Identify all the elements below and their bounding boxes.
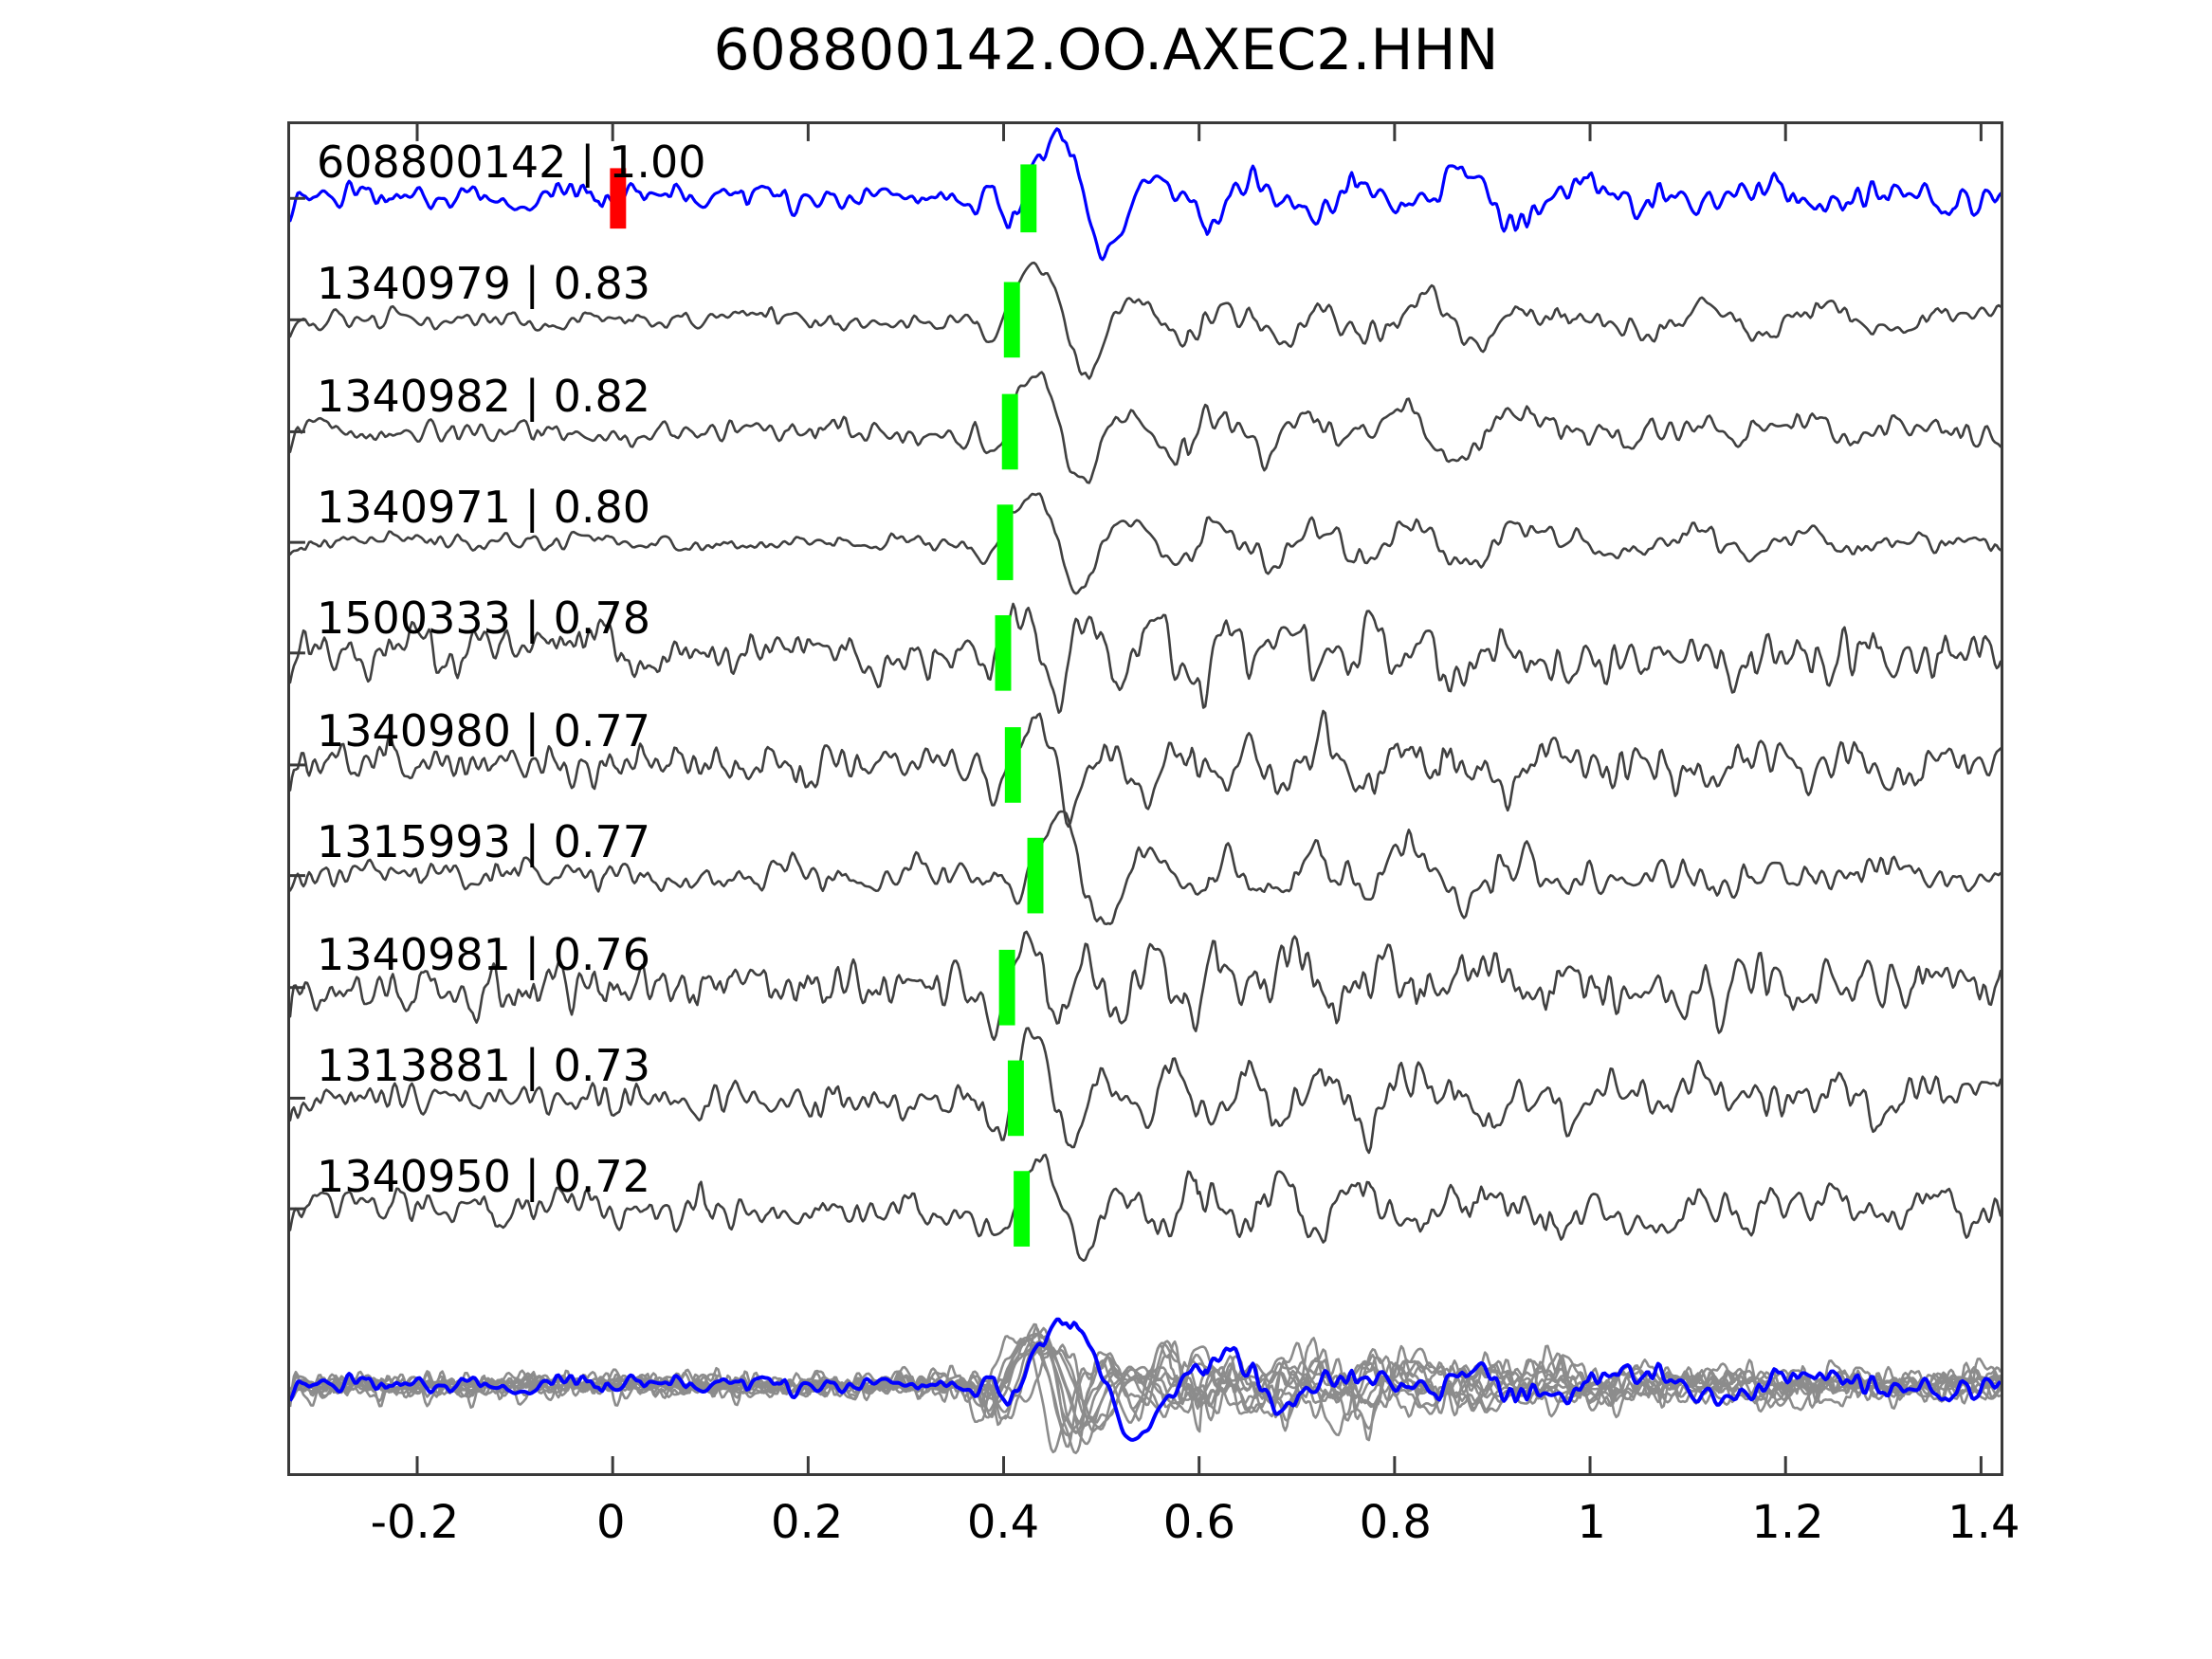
trace-label: 1340979 | 0.83 — [317, 258, 651, 310]
phase-pick-marker — [995, 614, 1012, 691]
waveform-trace — [290, 492, 2001, 595]
stack-template-trace — [290, 1317, 2001, 1442]
waveform-trace — [290, 127, 2001, 262]
x-axis-tick-labels: -0.2 0 0.2 0.4 0.6 0.8 1 1.2 1.4 — [0, 1496, 2212, 1572]
origin-pick-marker — [610, 168, 627, 229]
x-tick-label: 0 — [596, 1496, 626, 1549]
phase-pick-marker — [1020, 164, 1037, 233]
x-tick-label: 0.6 — [1162, 1496, 1236, 1549]
waveform-trace — [290, 371, 2001, 484]
x-tick-label: 1 — [1577, 1496, 1606, 1549]
waveform-trace — [290, 810, 2001, 926]
phase-pick-marker — [1014, 1171, 1031, 1247]
y-tick-group — [290, 196, 305, 1211]
trace-label: 1315993 | 0.77 — [317, 815, 651, 867]
trace-label: 608800142 | 1.00 — [317, 136, 706, 188]
phase-pick-marker — [996, 504, 1014, 580]
x-tick-group — [415, 124, 1983, 1473]
waveform-trace — [290, 602, 2001, 714]
waveform-trace — [290, 1153, 2001, 1263]
phase-pick-marker — [998, 949, 1015, 1026]
phase-pick-marker — [1001, 393, 1018, 470]
waveform-trace — [290, 709, 2001, 829]
trace-label: 1340982 | 0.82 — [317, 370, 651, 422]
pick-marker-group — [610, 164, 1044, 1247]
trace-label: 1340981 | 0.76 — [317, 928, 651, 980]
x-tick-label: 0.8 — [1359, 1496, 1432, 1549]
trace-label: 1340950 | 0.72 — [317, 1150, 651, 1202]
x-tick-label: 0.2 — [770, 1496, 844, 1549]
stack-overlay-group — [290, 1317, 2001, 1454]
trace-group — [290, 127, 2001, 1263]
trace-label: 1340971 | 0.80 — [317, 481, 651, 533]
figure-title: 608800142.OO.AXEC2.HHN — [713, 17, 1499, 83]
waveform-trace — [290, 930, 2001, 1042]
x-tick-label: 1.2 — [1751, 1496, 1824, 1549]
stack-trace — [290, 1326, 2001, 1446]
phase-pick-marker — [1004, 727, 1021, 803]
x-tick-label: 0.4 — [966, 1496, 1040, 1549]
waveform-trace — [290, 1027, 2001, 1155]
trace-label: 1500333 | 0.78 — [317, 592, 651, 645]
trace-label: 1340980 | 0.77 — [317, 704, 651, 757]
waveform-trace — [290, 261, 2001, 380]
waveform-plot-area: 608800142 | 1.00 1340979 | 0.83 1340982 | … — [287, 121, 2003, 1476]
phase-pick-marker — [1007, 1060, 1024, 1137]
phase-pick-marker — [1003, 282, 1020, 358]
trace-label: 1313881 | 0.73 — [317, 1039, 651, 1091]
x-tick-label: 1.4 — [1947, 1496, 2020, 1549]
x-tick-label: -0.2 — [370, 1496, 460, 1549]
phase-pick-marker — [1027, 837, 1044, 914]
waveform-canvas — [290, 124, 2001, 1473]
